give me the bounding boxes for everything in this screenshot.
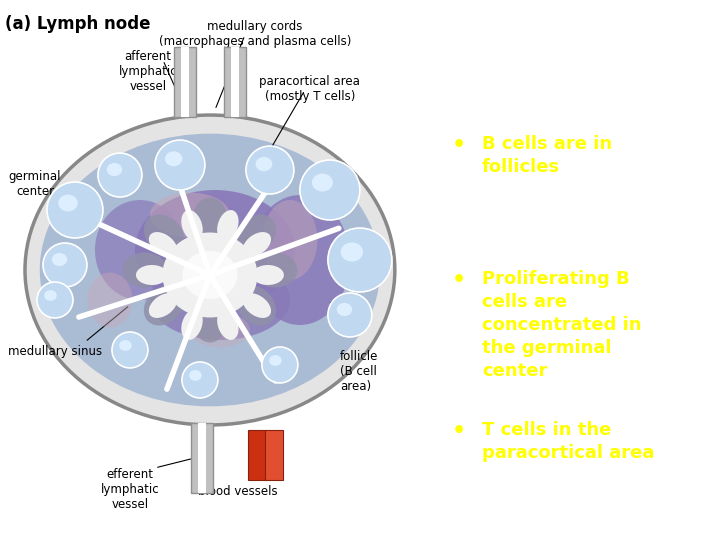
Ellipse shape	[58, 194, 78, 212]
Ellipse shape	[136, 265, 168, 285]
Ellipse shape	[189, 370, 202, 381]
Ellipse shape	[40, 134, 380, 406]
Ellipse shape	[181, 309, 203, 340]
Ellipse shape	[43, 243, 87, 287]
Ellipse shape	[328, 293, 372, 337]
Ellipse shape	[192, 198, 228, 242]
Ellipse shape	[144, 285, 184, 326]
Ellipse shape	[217, 210, 238, 241]
Bar	[174, 47, 196, 117]
Ellipse shape	[235, 285, 276, 326]
Ellipse shape	[182, 362, 218, 398]
Ellipse shape	[150, 193, 230, 238]
Ellipse shape	[150, 260, 290, 340]
Ellipse shape	[181, 210, 203, 241]
Ellipse shape	[144, 214, 184, 255]
Text: •: •	[451, 421, 466, 441]
Text: (a) Lymph node: (a) Lymph node	[5, 15, 150, 33]
Ellipse shape	[312, 173, 333, 192]
Ellipse shape	[149, 293, 177, 318]
Ellipse shape	[122, 253, 168, 287]
Ellipse shape	[256, 157, 272, 171]
Text: •: •	[451, 270, 466, 290]
Text: efferent
lymphatic
vessel: efferent lymphatic vessel	[101, 468, 159, 511]
Bar	[191, 423, 213, 493]
Ellipse shape	[300, 160, 360, 220]
Bar	[198, 423, 206, 493]
Ellipse shape	[243, 293, 271, 318]
Ellipse shape	[192, 298, 228, 342]
Ellipse shape	[246, 146, 294, 194]
Ellipse shape	[163, 233, 258, 318]
Ellipse shape	[165, 151, 182, 166]
Ellipse shape	[119, 340, 132, 351]
Ellipse shape	[135, 190, 295, 310]
Text: medullary sinus: medullary sinus	[8, 345, 102, 358]
Ellipse shape	[52, 253, 67, 266]
Bar	[231, 47, 239, 117]
Bar	[224, 47, 246, 117]
Bar	[248, 430, 266, 480]
Ellipse shape	[337, 303, 352, 316]
Text: afferent
lymphatic
vessel: afferent lymphatic vessel	[119, 50, 177, 93]
Ellipse shape	[243, 232, 271, 257]
Ellipse shape	[252, 265, 284, 285]
Ellipse shape	[235, 214, 276, 255]
Ellipse shape	[25, 115, 395, 425]
Ellipse shape	[87, 273, 132, 327]
Ellipse shape	[262, 347, 298, 383]
Ellipse shape	[341, 242, 363, 261]
Text: Proliferating B
cells are
concentrated in
the germinal
center: Proliferating B cells are concentrated i…	[482, 270, 642, 380]
Ellipse shape	[190, 313, 250, 347]
Bar	[181, 47, 189, 117]
Text: paracortical area
(mostly T cells): paracortical area (mostly T cells)	[259, 75, 360, 103]
Ellipse shape	[328, 228, 392, 292]
Ellipse shape	[262, 200, 318, 280]
Ellipse shape	[155, 140, 205, 190]
Ellipse shape	[47, 182, 103, 238]
Ellipse shape	[107, 163, 122, 176]
Ellipse shape	[98, 153, 142, 197]
Ellipse shape	[95, 200, 185, 300]
Ellipse shape	[149, 232, 177, 257]
Text: T cells in the
paracortical area: T cells in the paracortical area	[482, 421, 654, 462]
Text: germinal
center: germinal center	[9, 170, 61, 198]
Bar	[265, 430, 283, 480]
Ellipse shape	[37, 282, 73, 318]
Ellipse shape	[44, 290, 57, 301]
Ellipse shape	[250, 195, 350, 325]
Ellipse shape	[112, 332, 148, 368]
Ellipse shape	[217, 309, 238, 340]
Text: blood vessels: blood vessels	[198, 485, 278, 498]
Text: •: •	[451, 135, 466, 155]
Ellipse shape	[253, 253, 297, 287]
Ellipse shape	[269, 355, 282, 366]
Text: medullary cords
(macrophages and plasma cells): medullary cords (macrophages and plasma …	[158, 20, 351, 48]
Text: B cells are in
follicles: B cells are in follicles	[482, 135, 612, 176]
Text: follicle
(B cell
area): follicle (B cell area)	[340, 350, 378, 393]
Ellipse shape	[182, 251, 238, 299]
